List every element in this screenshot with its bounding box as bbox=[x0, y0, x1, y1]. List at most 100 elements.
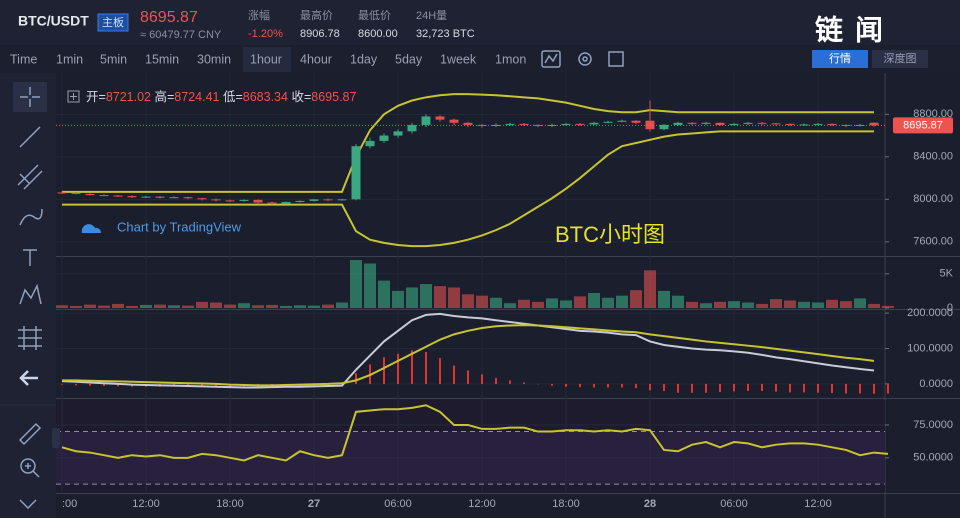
volume-bar bbox=[532, 301, 544, 308]
candle-body bbox=[295, 200, 305, 202]
volume-bar bbox=[336, 302, 348, 308]
volume-bar bbox=[196, 301, 208, 308]
text-icon[interactable] bbox=[23, 249, 37, 266]
legend-label: 低= bbox=[223, 90, 243, 104]
stat-label: 24H量 bbox=[416, 9, 447, 22]
candle-body bbox=[71, 192, 81, 195]
logo: 链闻 bbox=[815, 14, 895, 45]
candle-body bbox=[701, 122, 711, 124]
ruler-icon[interactable] bbox=[18, 422, 42, 446]
candle-body bbox=[505, 123, 515, 125]
macd-bar bbox=[327, 383, 329, 387]
prediction-icon[interactable] bbox=[18, 326, 42, 350]
macd-bar bbox=[649, 383, 651, 391]
interval-tab[interactable]: 1week bbox=[440, 52, 477, 66]
candle-body bbox=[141, 196, 151, 198]
macd-bar bbox=[61, 383, 63, 385]
volume-bar bbox=[882, 305, 894, 308]
interval-tab[interactable]: 1min bbox=[56, 52, 83, 66]
panel-toggle[interactable] bbox=[52, 428, 60, 448]
interval-tab[interactable]: 1hour bbox=[250, 52, 282, 66]
volume-bar bbox=[868, 303, 880, 308]
y-tick-label: 8800.00 bbox=[913, 108, 953, 120]
x-tick-label: 12:00 bbox=[468, 498, 496, 510]
candle-body bbox=[491, 124, 501, 127]
interval-tab[interactable]: 1day bbox=[350, 52, 378, 66]
y-tick-label: 7600.00 bbox=[913, 236, 953, 248]
snapshot-icon[interactable] bbox=[608, 51, 624, 67]
volume-bar bbox=[210, 302, 222, 308]
candle-body bbox=[757, 122, 767, 124]
settings-icon[interactable] bbox=[578, 52, 592, 66]
macd-bar bbox=[201, 383, 203, 387]
pattern-icon[interactable] bbox=[19, 283, 42, 305]
volume-bar bbox=[588, 292, 600, 308]
y-tick-label: 200.0000 bbox=[907, 307, 953, 319]
volume-bar bbox=[126, 305, 138, 308]
x-tick-label: 18:00 bbox=[552, 498, 580, 510]
credit[interactable]: Chart by TradingView bbox=[117, 219, 242, 234]
interval-tab[interactable]: 5min bbox=[100, 52, 127, 66]
volume-bar bbox=[560, 300, 572, 308]
legend-value: 8721.02 bbox=[106, 90, 151, 104]
interval-tab[interactable]: 15min bbox=[145, 52, 179, 66]
macd-bar bbox=[103, 383, 105, 387]
brush-icon[interactable] bbox=[19, 208, 43, 226]
header-bar bbox=[0, 0, 960, 45]
volume-bar bbox=[252, 305, 264, 308]
candle-body bbox=[687, 122, 697, 124]
x-tick-label: 06:00 bbox=[384, 498, 412, 510]
candle-body bbox=[463, 122, 473, 125]
tab-quotes[interactable]: 行情 bbox=[829, 52, 851, 65]
interval-tab[interactable]: 1mon bbox=[495, 52, 526, 66]
candle-body bbox=[211, 199, 221, 201]
back-icon[interactable] bbox=[19, 370, 38, 386]
band-fill bbox=[56, 431, 885, 485]
volume-bar bbox=[546, 298, 558, 308]
y-tick-label: 0 bbox=[947, 302, 953, 314]
interval-tab[interactable]: Time bbox=[10, 52, 37, 66]
collapse-icon[interactable] bbox=[19, 499, 37, 510]
volume-bar bbox=[686, 301, 698, 308]
macd-bar bbox=[719, 383, 721, 393]
macd-bar bbox=[117, 383, 119, 387]
stat-value: 8906.78 bbox=[300, 28, 340, 40]
indicator-line bbox=[61, 312, 875, 389]
macd-bar bbox=[859, 383, 861, 394]
interval-tab[interactable]: 5day bbox=[395, 52, 423, 66]
candle-body bbox=[113, 195, 123, 197]
crosshair-bg[interactable] bbox=[13, 82, 47, 112]
candle-body bbox=[869, 122, 879, 126]
trendline-icon[interactable] bbox=[19, 126, 41, 148]
macd-bar bbox=[677, 383, 679, 393]
candle-body bbox=[631, 120, 641, 123]
interval-tab[interactable]: 4hour bbox=[300, 52, 332, 66]
candle-body bbox=[365, 140, 375, 147]
macd-bar bbox=[635, 383, 637, 389]
volume-bar bbox=[364, 263, 376, 308]
volume-bar bbox=[602, 297, 614, 308]
volume-bar bbox=[756, 303, 768, 308]
volume-bar bbox=[672, 295, 684, 308]
tab-active-bg bbox=[243, 47, 291, 72]
candle-body bbox=[197, 198, 207, 200]
fib-icon[interactable] bbox=[17, 164, 43, 190]
tab-bg[interactable] bbox=[872, 50, 928, 68]
candle-body bbox=[239, 199, 249, 201]
tab-bg[interactable] bbox=[812, 50, 868, 68]
x-tick-label: 12:00 bbox=[132, 498, 160, 510]
y-tick-label: 8000.00 bbox=[913, 193, 953, 205]
zoom-icon[interactable] bbox=[20, 458, 36, 474]
ohlc-legend: 开=8721.02 高=8724.41 低=8683.34 收=8695.87 bbox=[86, 89, 356, 104]
stat-label: 最低价 bbox=[358, 9, 391, 22]
indicator-icon[interactable] bbox=[541, 50, 561, 68]
candle-body bbox=[533, 124, 543, 127]
macd-bar bbox=[593, 383, 595, 388]
candle-body bbox=[323, 199, 333, 201]
interval-tab[interactable]: 30min bbox=[197, 52, 231, 66]
volume-bar bbox=[462, 294, 474, 308]
tab-depth[interactable]: 深度图 bbox=[884, 51, 917, 65]
volume-bar bbox=[784, 300, 796, 308]
drawing-tools bbox=[0, 82, 60, 510]
volume-bar bbox=[658, 290, 670, 308]
